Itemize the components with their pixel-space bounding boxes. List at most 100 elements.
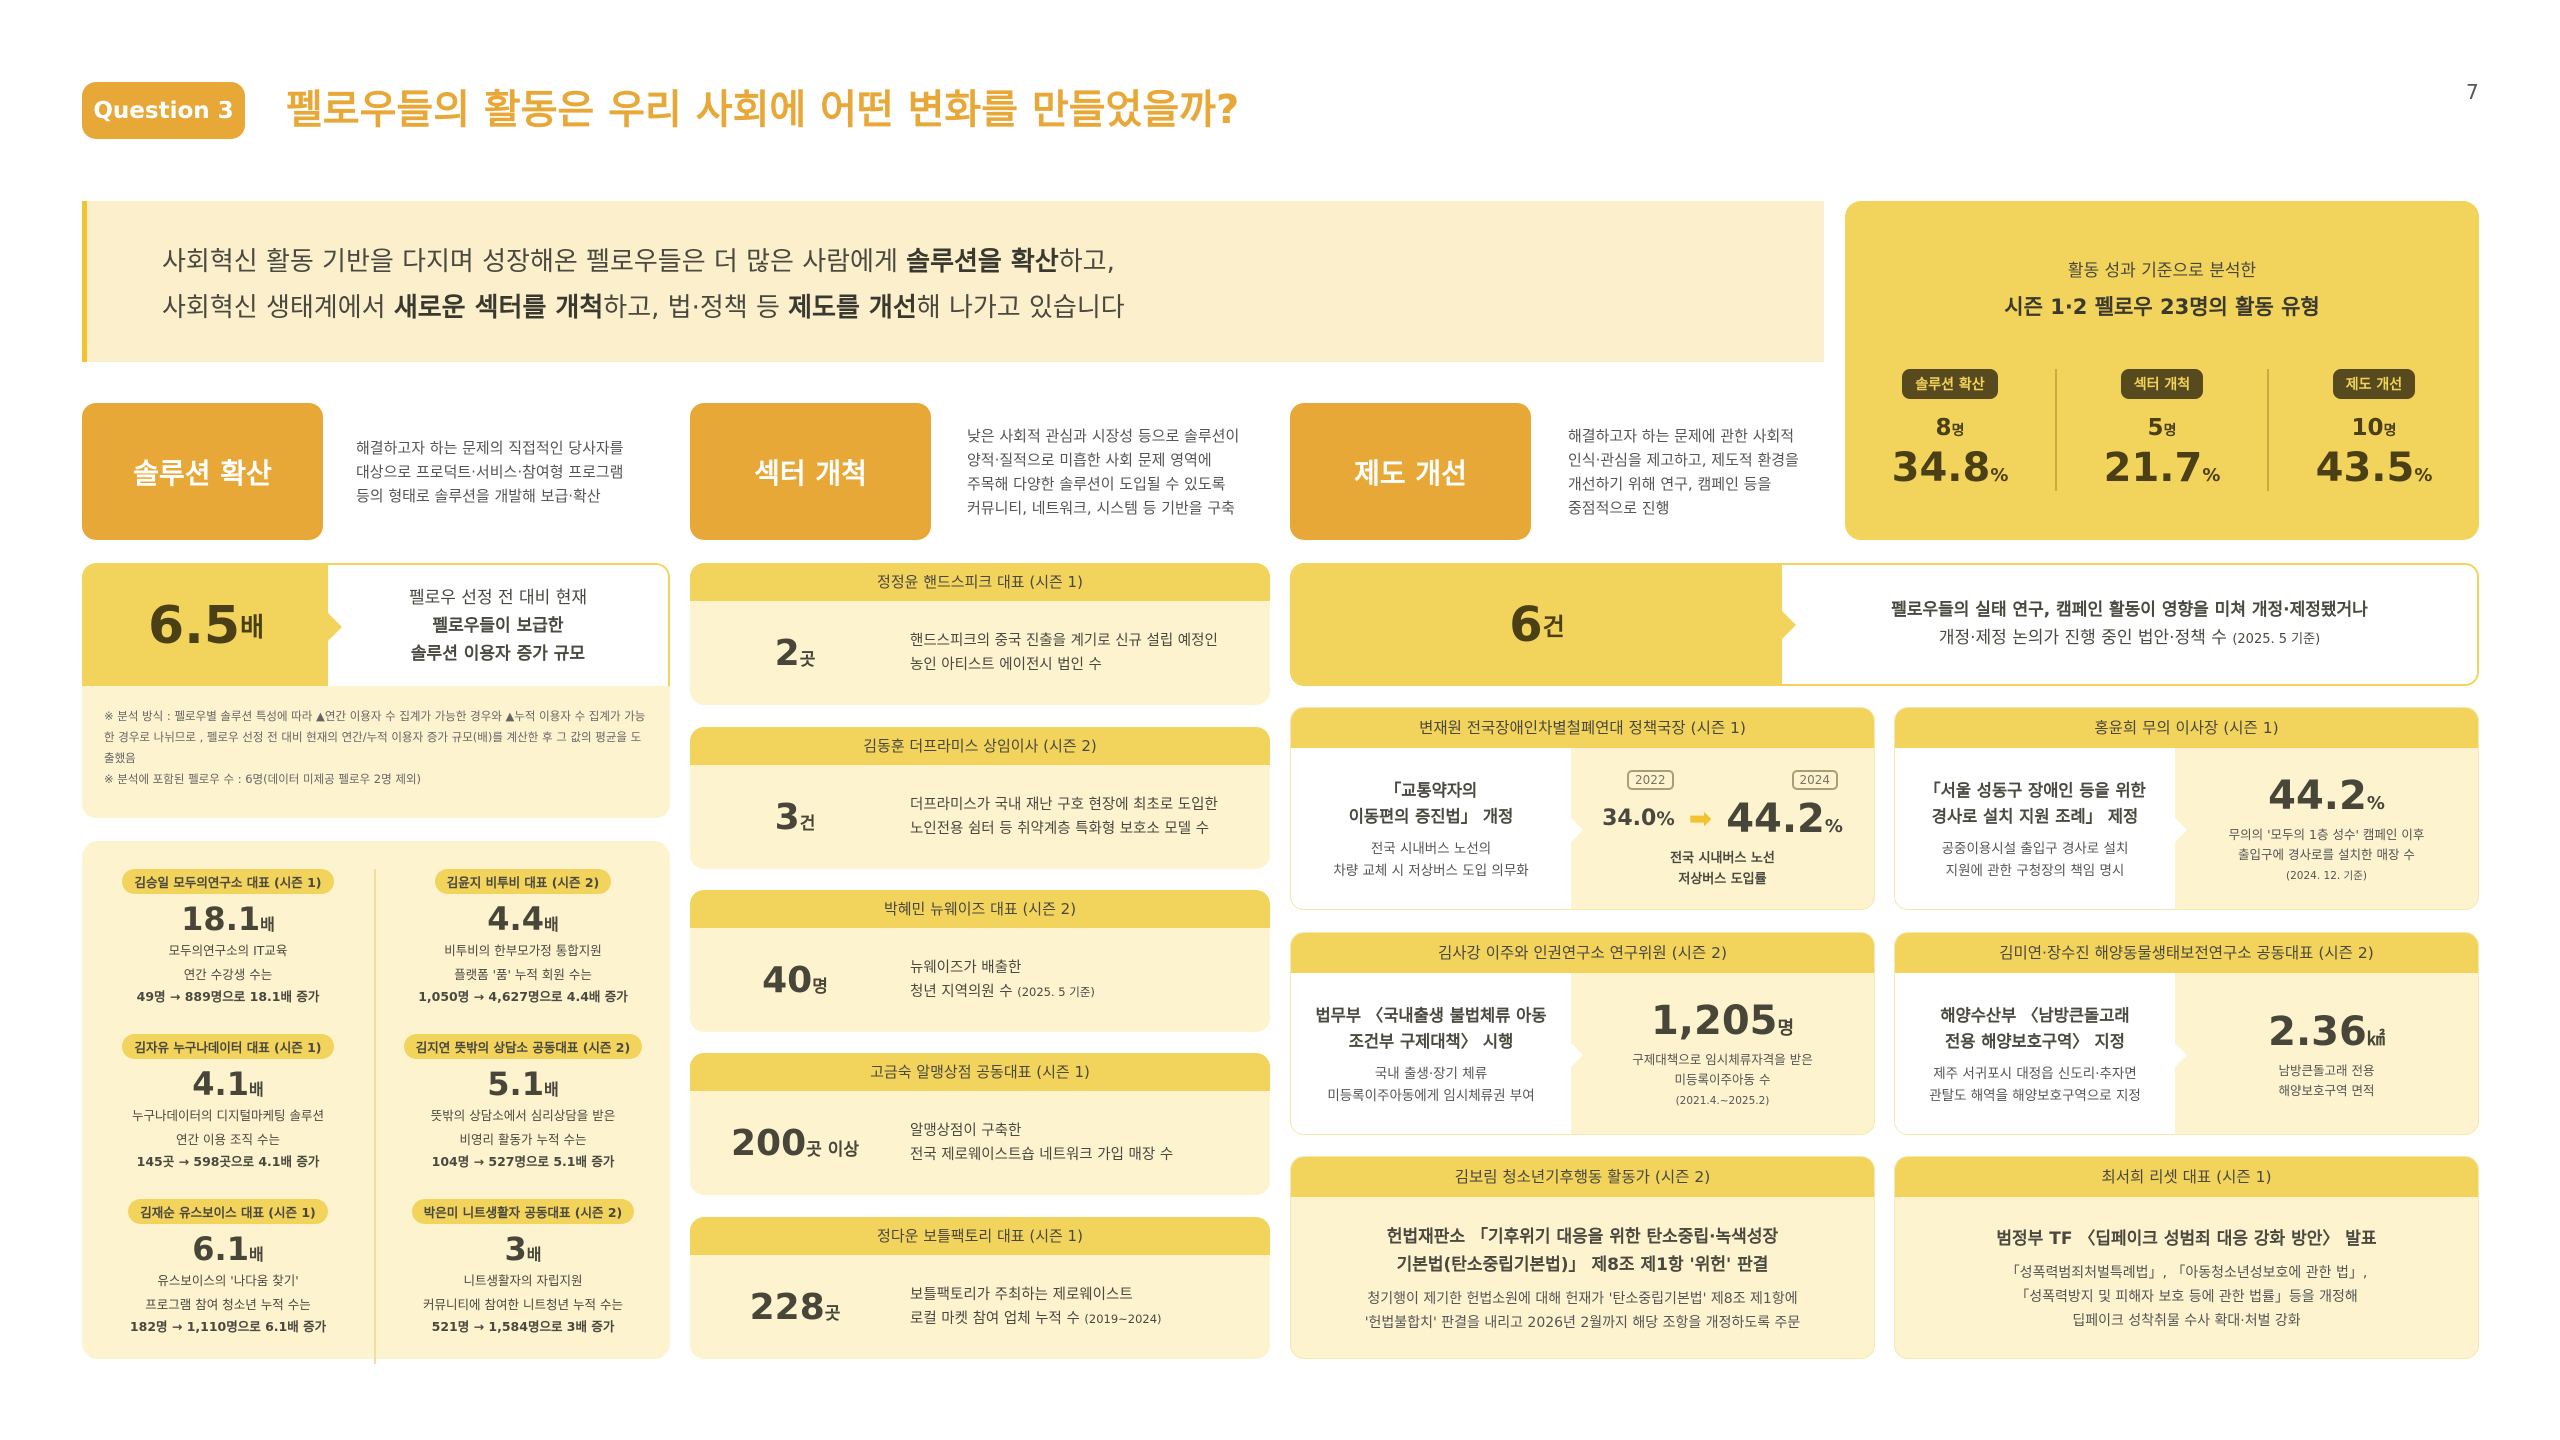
fellow-name: 김동훈 더프라미스 상임이사 (시즌 2) xyxy=(690,727,1270,765)
desc-line: 차량 교체 시 저상버스 도입 의무화 xyxy=(1333,862,1529,879)
policy-change: 「서울 성동구 장애인 등을 위한 경사로 설치 지원 조례」 제정 공중이용시설 … xyxy=(1895,748,2187,909)
policy-title: 기본법(탄소중립기본법)」 제8조 제1항 '위헌' 판결 xyxy=(1396,1254,1769,1275)
type-stat: 솔루션 확산 8명 34.8% xyxy=(1845,369,2055,491)
desc-line: 비투비의 한부모가정 통합지원 xyxy=(444,943,602,958)
sector-card: 고금숙 알맹상점 공동대표 (시즌 1) 200곳 이상 알맹상점이 구축한 전국 제… xyxy=(690,1053,1270,1195)
sector-value: 3건 xyxy=(690,797,900,838)
sector-value: 2곳 xyxy=(690,633,900,674)
value: 228 xyxy=(749,1286,825,1328)
desc-line: 펠로우 선정 전 대비 현재 xyxy=(408,587,587,608)
intro-highlight: 솔루션을 확산 xyxy=(906,247,1059,277)
growth-value: 4.4배 xyxy=(487,900,558,938)
desc-line: 펠로우들의 실태 연구, 캠페인 활동이 영향을 미쳐 개정·제정됐거나 xyxy=(1891,599,2368,620)
fellow-name: 정정윤 핸드스피크 대표 (시즌 1) xyxy=(690,563,1270,601)
desc-line: 미등록이주아동에게 임시체류권 부여 xyxy=(1327,1087,1535,1104)
result-line: 145곳 → 598곳으로 4.1배 증가 xyxy=(136,1154,320,1169)
policy-card: 홍윤희 무의 이사장 (시즌 1) 「서울 성동구 장애인 등을 위한 경사로 설치… xyxy=(1894,707,2479,910)
fellow-name: 박혜민 뉴웨이즈 대표 (시즌 2) xyxy=(690,890,1270,928)
desc-line: 펠로우들이 보급한 xyxy=(432,615,564,636)
type-badge: 솔루션 확산 xyxy=(1902,369,1998,399)
desc-line: 무의의 '모두의 1층 성수' 캠페인 이후 xyxy=(2228,827,2425,842)
intro-highlight: 새로운 섹터를 개척 xyxy=(393,293,604,323)
policy-card: 김사강 이주와 인권연구소 연구위원 (시즌 2) 법무부 〈국내출생 불법체류 … xyxy=(1290,932,1875,1135)
arrow-right-icon: ➡ xyxy=(1688,802,1713,835)
desc-line: 미등록이주아동 수 xyxy=(1674,1072,1771,1087)
policy-change: 해양수산부 〈남방큰돌고래 전용 해양보호구역〉 지정 제주 서귀포시 대정읍 신도… xyxy=(1895,973,2187,1134)
unit: 곳 xyxy=(799,649,816,670)
desc-line: 「성폭력방지 및 피해자 보호 등에 관한 법률」등을 개정해 xyxy=(2015,1288,2358,1305)
policy-card: 김보림 청소년기후행동 활동가 (시즌 2) 헌법재판소 「기후위기 대응을 위한… xyxy=(1290,1156,1875,1359)
unit: ㎢ xyxy=(2366,1028,2385,1050)
value: 44.2 xyxy=(2268,773,2367,819)
unit: 배 xyxy=(248,1080,264,1099)
unit: 배 xyxy=(248,1245,264,1264)
growth-value: 4.1배 xyxy=(192,1065,263,1103)
unit: 배 xyxy=(260,915,275,934)
desc-line: 커뮤니티에 참여한 니트청년 누적 수는 xyxy=(423,1297,623,1312)
desc-line: 핸드스피크의 중국 진출을 계기로 신규 설립 예정인 xyxy=(910,633,1218,649)
fellow-name-badge: 김지연 뜻밖의 상담소 공동대표 (시즌 2) xyxy=(403,1034,643,1059)
percent-value: 34.8 xyxy=(1891,445,1991,491)
category-desc: 해결하고자 하는 문제에 관한 사회적 인식·관심을 제고하고, 제도적 환경을… xyxy=(1568,426,1799,517)
policy-change: 법무부 〈국내출생 불법체류 아동 조건부 구제대책〉 시행 국내 출생·장기 체류… xyxy=(1291,973,1583,1134)
page-number: 7 xyxy=(2466,80,2479,104)
unit: % xyxy=(1824,815,1843,837)
unit: % xyxy=(1656,809,1675,830)
type-count: 8명 xyxy=(1936,415,1965,441)
unit: % xyxy=(2366,793,2385,814)
desc-line: 농인 아티스트 에이전시 법인 수 xyxy=(910,657,1102,673)
year-badge: 2024 xyxy=(1791,769,1839,790)
desc-line: 청기행이 제기한 헌법소원에 대해 헌재가 '탄소중립기본법' 제8조 제1항에 xyxy=(1367,1290,1798,1307)
fellow-result: 김자유 누구나데이터 대표 (시즌 1) 4.1배 누구나데이터의 디지털마케팅 솔… xyxy=(122,1034,334,1199)
policy-card: 김미연·장수진 해양동물생태보전연구소 공동대표 (시즌 2) 해양수산부 〈남방… xyxy=(1894,932,2479,1135)
count-unit: 명 xyxy=(2383,423,2397,439)
value: 18.1 xyxy=(181,900,261,938)
desc-line: 국내 출생·장기 체류 xyxy=(1374,1065,1488,1082)
category-desc: 해결하고자 하는 문제의 직접적인 당사자를 대상으로 프로덕트·서비스·참여형… xyxy=(356,438,624,505)
desc-line: 니트생활자의 자립지원 xyxy=(463,1273,583,1288)
desc-line: 플랫폼 '품' 누적 회원 수는 xyxy=(454,967,592,982)
policy-title: 경사로 설치 지원 조례」 제정 xyxy=(1931,806,2139,826)
intro-text: 사회혁신 활동 기반을 다지며 성장해온 펠로우들은 더 많은 사람에게 xyxy=(162,247,907,277)
desc-line: 더프라미스가 국내 재난 구호 현장에 최초로 도입한 xyxy=(910,797,1218,813)
stat-change: 2022 2024 34.0% ➡ 44.2% 전국 시내버스 노선 저상버스 도입률 xyxy=(1571,748,1874,909)
desc-line: 청년 지역의원 수 xyxy=(910,984,1013,1000)
type-percent: 34.8% xyxy=(1892,445,2009,491)
unit: 배 xyxy=(543,915,559,934)
summary-subtitle: 활동 성과 기준으로 분석한 xyxy=(2067,261,2257,281)
result-line: 521명 → 1,584명으로 3배 증가 xyxy=(431,1319,615,1334)
value: 200 xyxy=(731,1122,807,1164)
type-badge: 섹터 개척 xyxy=(2120,369,2204,399)
desc-line: 공중이용시설 출입구 경사로 설치 xyxy=(1941,840,2129,857)
desc-line: '헌법불합치' 판결을 내리고 2026년 2월까지 해당 조항을 개정하도록 … xyxy=(1364,1314,1801,1331)
desc-line: 프로그램 참여 청소년 누적 수는 xyxy=(145,1297,311,1312)
desc-line: 출입구에 경사로를 설치한 매장 수 xyxy=(2238,847,2415,862)
fellow-name: 김보림 청소년기후행동 활동가 (시즌 2) xyxy=(1291,1157,1874,1197)
policy-title: 「교통약자의 xyxy=(1384,780,1478,800)
fellow-name-badge: 김재순 유스보이스 대표 (시즌 1) xyxy=(128,1199,328,1224)
unit: 명 xyxy=(812,976,828,997)
count-value: 5 xyxy=(2147,415,2164,441)
solution-fellow-grid: 김승일 모두의연구소 대표 (시즌 1) 18.1배 모두의연구소의 IT교육 연간 … xyxy=(82,841,670,1364)
policy-title: 해양수산부 〈남방큰돌고래 xyxy=(1940,1005,2130,1025)
result-line: 1,050명 → 4,627명으로 4.4배 증가 xyxy=(418,989,628,1004)
fellow-name: 김미연·장수진 해양동물생태보전연구소 공동대표 (시즌 2) xyxy=(1895,933,2478,973)
desc-note: (2025. 5 기준) xyxy=(2232,631,2321,647)
sector-desc: 보틀팩토리가 주최하는 제로웨이스트 로컬 마켓 참여 업체 누적 수 (2019… xyxy=(910,1283,1162,1331)
growth-value: 5.1배 xyxy=(487,1065,558,1103)
fellow-result: 김승일 모두의연구소 대표 (시즌 1) 18.1배 모두의연구소의 IT교육 연간 … xyxy=(122,869,334,1034)
desc-line: 로컬 마켓 참여 업체 누적 수 xyxy=(910,1311,1080,1327)
desc-line: 구제대책으로 임시체류자격을 받은 xyxy=(1632,1052,1813,1067)
activity-type-summary: 활동 성과 기준으로 분석한 시즌 1·2 펠로우 23명의 활동 유형 솔루션… xyxy=(1845,201,2479,540)
percent-unit: % xyxy=(1990,465,2009,486)
stat: 2.36㎢ 남방큰돌고래 전용 해양보호구역 면적 xyxy=(2175,973,2478,1134)
desc-line: 솔루션 이용자 증가 규모 xyxy=(410,643,586,664)
desc-line: 뉴웨이즈가 배출한 xyxy=(910,960,1022,976)
desc-note: (2025. 5 기준) xyxy=(1017,985,1095,999)
desc-line: 유스보이스의 '나다움 찾기' xyxy=(157,1273,299,1288)
summary-title: 시즌 1·2 펠로우 23명의 활동 유형 xyxy=(2004,295,2320,319)
category-badge: 제도 개선 xyxy=(1290,403,1531,540)
desc-note: (2021.4.~2025.2) xyxy=(1675,1095,1770,1107)
percent-value: 43.5 xyxy=(2315,445,2415,491)
